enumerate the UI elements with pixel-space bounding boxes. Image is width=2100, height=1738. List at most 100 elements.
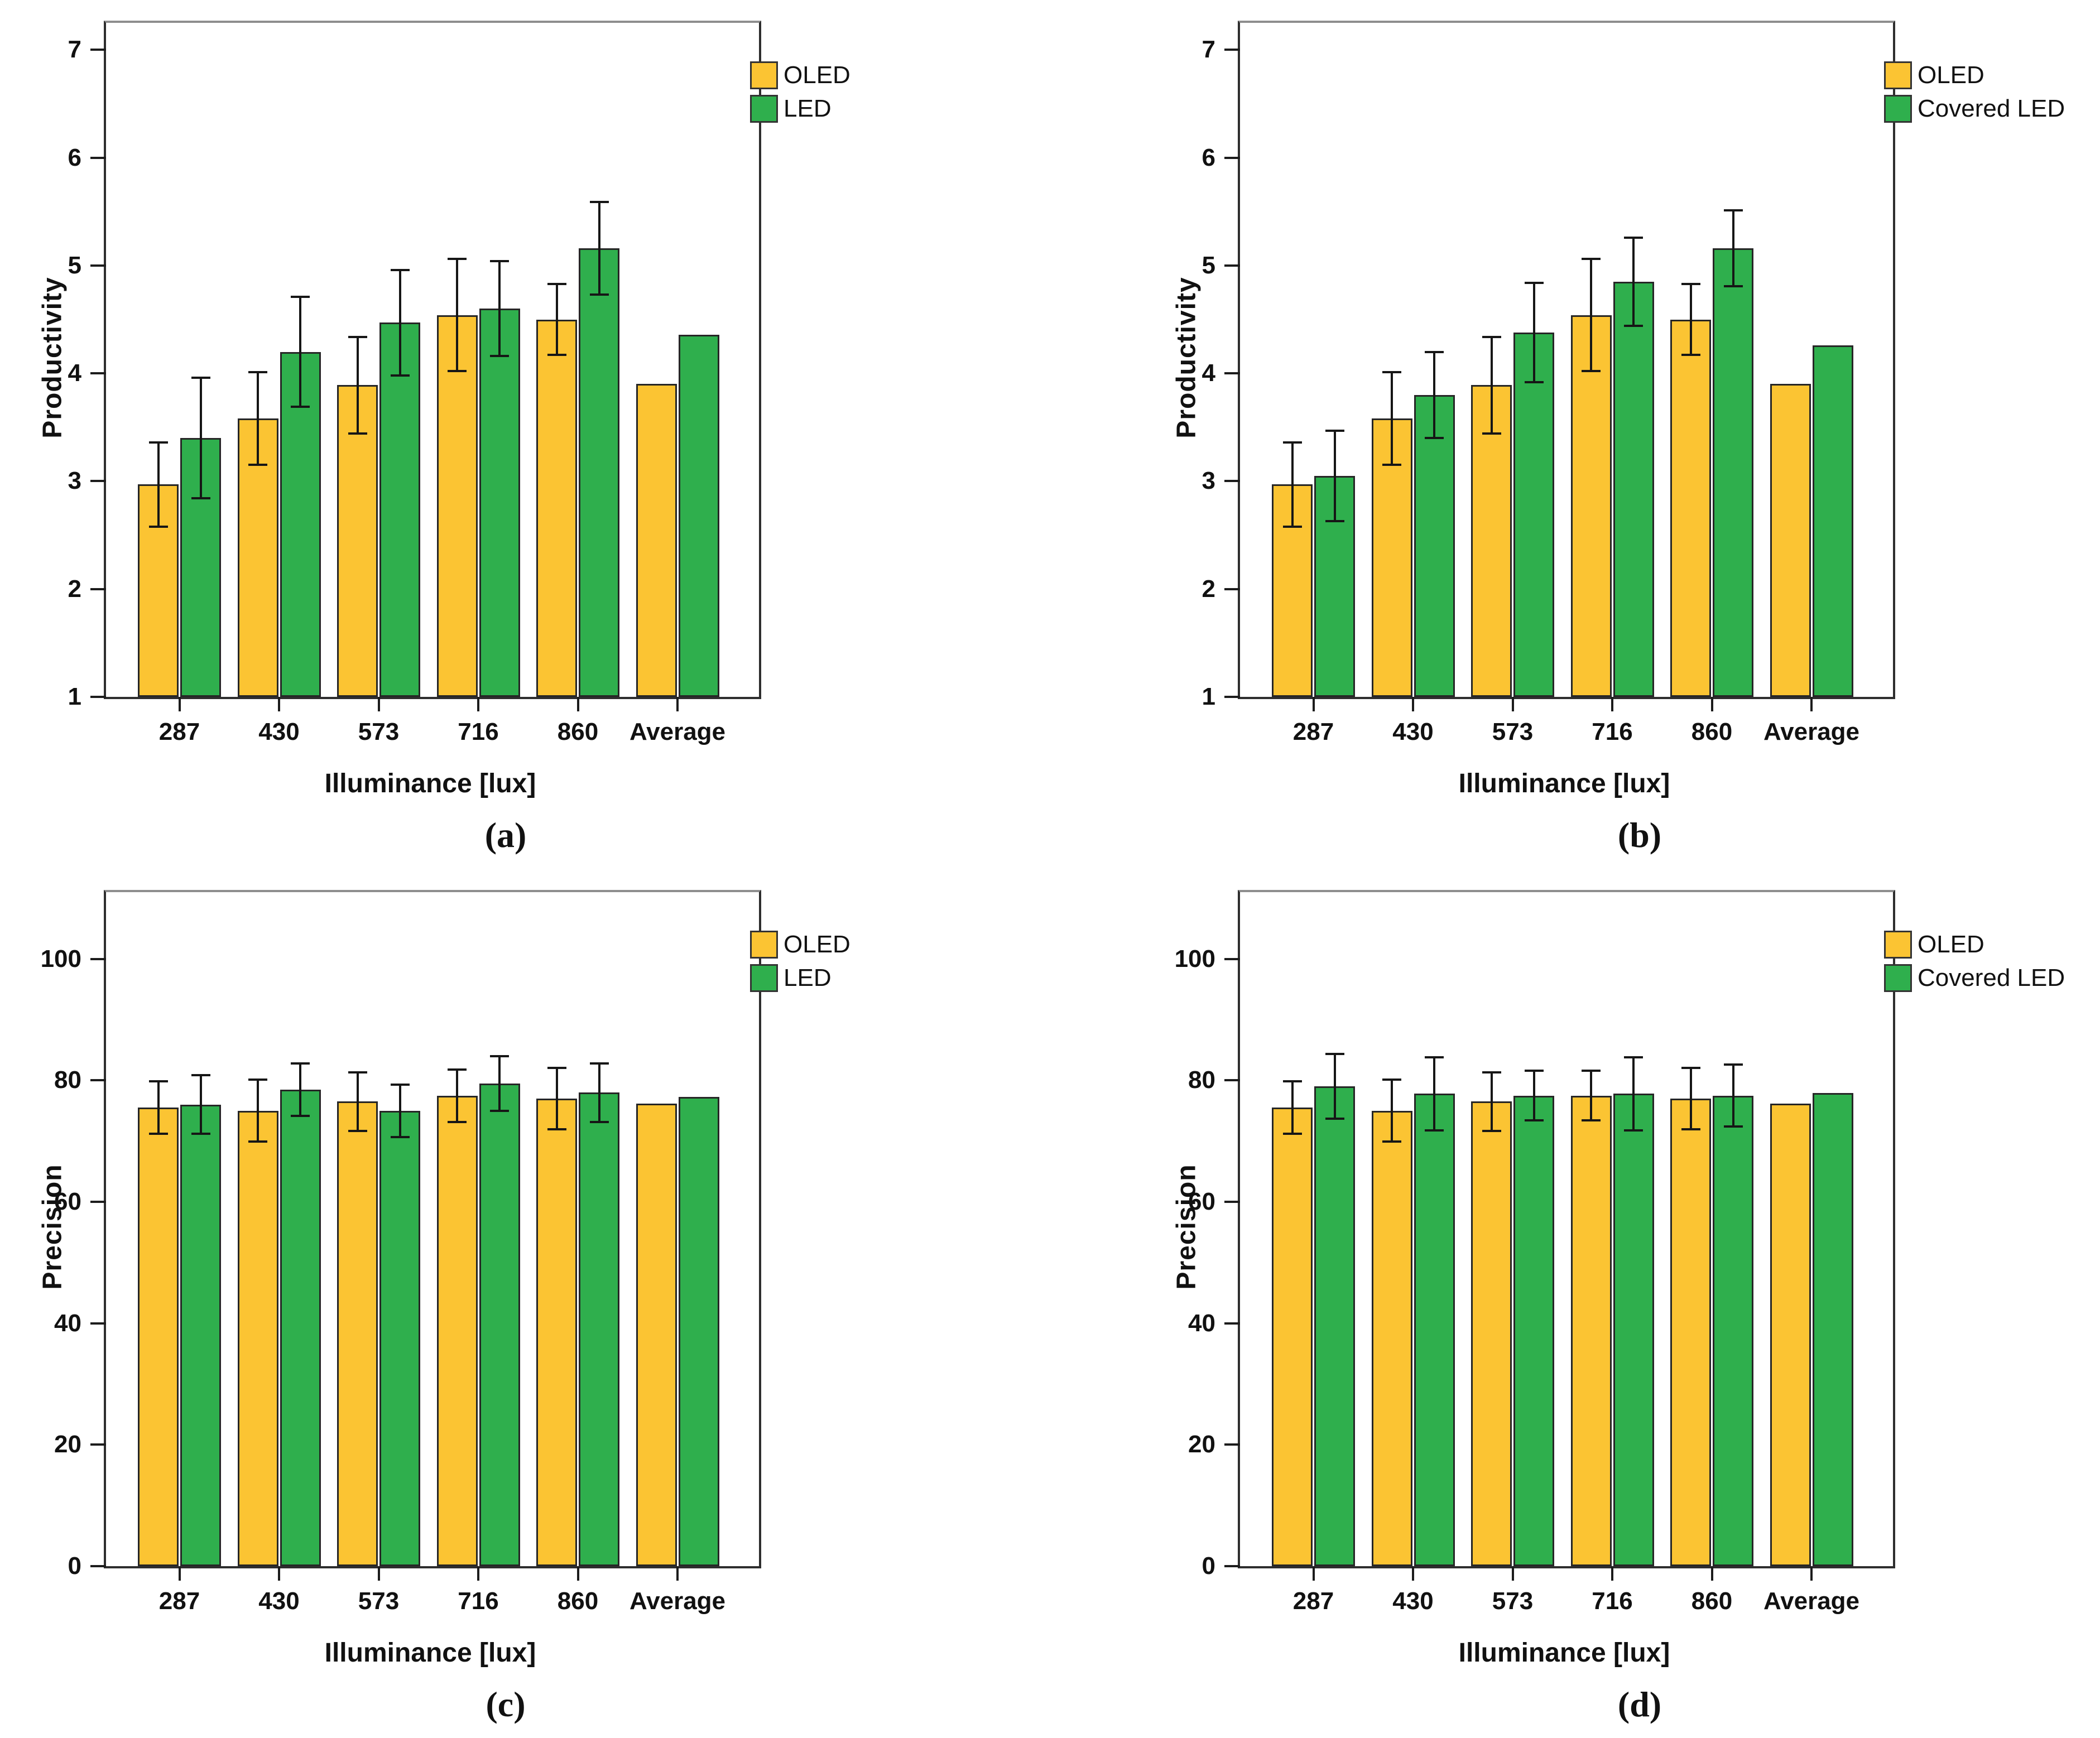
- error-bar-cap-top: [448, 1068, 467, 1071]
- error-bar-cap-bottom: [547, 1128, 566, 1130]
- bar-oled: [1670, 319, 1711, 697]
- legend: OLED LED: [750, 61, 850, 128]
- error-bar-stem: [299, 1062, 301, 1117]
- x-tick-mark: [178, 1566, 181, 1581]
- error-bar-cap-bottom: [1723, 1125, 1743, 1128]
- y-tick-mark: [90, 1079, 106, 1082]
- y-tick-label: 3: [68, 467, 81, 495]
- error-bar: [1282, 441, 1302, 528]
- error-bar-cap-bottom: [1524, 381, 1544, 383]
- error-bar-cap-bottom: [348, 432, 367, 435]
- y-tick-label: 1: [68, 683, 81, 710]
- error-bar-stem: [1532, 1069, 1535, 1122]
- error-bar: [148, 1080, 168, 1135]
- legend-label: Covered LED: [1918, 94, 2065, 122]
- x-tick-label: Average: [629, 1587, 726, 1615]
- error-bar-cap-bottom: [490, 1109, 509, 1112]
- error-bar-stem: [1490, 335, 1493, 435]
- plot-area: 100 80 60 40 20 0 287 430 573 716 860 Average: [1175, 890, 1895, 1615]
- error-bar-stem: [598, 200, 600, 296]
- error-bar-stem: [1590, 1069, 1592, 1122]
- x-tick-mark: [676, 697, 679, 711]
- x-axis-label: Illuminance [lux]: [324, 769, 536, 798]
- error-bar: [1723, 1063, 1743, 1128]
- x-tick-mark: [178, 697, 181, 711]
- y-tick-label: 2: [1202, 575, 1215, 603]
- error-bar: [390, 268, 410, 377]
- chart-b-productivity-oled-vs-covered-led: Productivity 7 6 5 4 3 2 1 287 430 573 716 860 Avera…: [1154, 7, 2100, 869]
- legend-label: LED: [784, 964, 832, 991]
- y-tick-mark: [90, 1443, 106, 1446]
- x-tick-label: 573: [358, 718, 400, 745]
- x-tick-label: 430: [258, 718, 300, 745]
- error-bar-cap-top: [1482, 335, 1501, 338]
- x-tick-mark: [1312, 1566, 1315, 1581]
- legend-label: OLED: [1918, 61, 1984, 89]
- subfigure-caption: (a): [484, 815, 527, 855]
- error-bar: [1382, 371, 1401, 466]
- x-tick-label: Average: [1763, 1587, 1860, 1615]
- x-tick-label: 430: [1392, 1587, 1434, 1615]
- legend-item: Covered LED: [1884, 95, 2065, 123]
- plot-area: 100 80 60 40 20 0 287 430 573 716 860 Average: [41, 890, 761, 1615]
- error-bar-stem: [157, 1080, 160, 1135]
- legend-item: Covered LED: [1884, 964, 2065, 992]
- y-tick-mark: [1224, 1443, 1240, 1446]
- y-tick-mark: [90, 1565, 106, 1567]
- error-bar-stem: [356, 335, 359, 435]
- bar-covered-led: [1713, 1095, 1753, 1566]
- bar-oled: [337, 385, 378, 697]
- error-bar-stem: [1590, 258, 1592, 373]
- error-bar: [448, 258, 467, 373]
- error-bar-stem: [1689, 1067, 1692, 1130]
- x-tick-label: 573: [1492, 718, 1534, 745]
- error-bar: [1325, 429, 1344, 522]
- error-bar: [1425, 350, 1444, 440]
- error-bar: [1723, 209, 1743, 287]
- error-bar: [248, 1079, 267, 1143]
- error-bar-cap-bottom: [1282, 525, 1302, 528]
- error-bar-cap-bottom: [1582, 370, 1601, 373]
- error-bar-stem: [1433, 350, 1435, 440]
- x-tick-mark: [1412, 1566, 1414, 1581]
- bar-oled: [1272, 1108, 1313, 1566]
- y-tick-mark: [1224, 49, 1240, 51]
- legend-swatch-oled: [750, 61, 778, 89]
- y-tick-mark: [1224, 480, 1240, 483]
- x-axis-label: Illuminance [lux]: [1458, 769, 1670, 798]
- bar-oled: [436, 315, 478, 697]
- x-tick-mark: [1710, 697, 1713, 711]
- legend-label: LED: [784, 94, 832, 122]
- y-tick-mark: [1224, 696, 1240, 698]
- y-axis-label: Precision: [1171, 1164, 1202, 1290]
- y-tick-mark: [90, 588, 106, 590]
- error-bar: [1425, 1056, 1444, 1132]
- error-bar-cap-bottom: [390, 1135, 410, 1138]
- x-tick-mark: [1611, 697, 1613, 711]
- error-bar-cap-bottom: [1681, 354, 1700, 357]
- error-bar-stem: [1291, 1080, 1294, 1135]
- error-bar-stem: [199, 1074, 202, 1135]
- error-bar-stem: [398, 1083, 401, 1138]
- error-bar-cap-bottom: [589, 293, 609, 296]
- legend: OLED Covered LED: [1884, 61, 2065, 128]
- y-tick-label: 7: [68, 36, 81, 64]
- error-bar-cap-bottom: [1425, 437, 1444, 440]
- x-tick-label: 287: [1292, 1587, 1334, 1615]
- error-bar: [1524, 281, 1544, 383]
- bar-covered-led: [1513, 1095, 1554, 1566]
- y-tick-label: 20: [1188, 1431, 1215, 1458]
- error-bar-cap-top: [291, 1062, 310, 1065]
- error-bar: [390, 1083, 410, 1138]
- error-bar-cap-bottom: [1382, 464, 1401, 466]
- error-bar-stem: [1732, 1063, 1734, 1128]
- x-tick-mark: [1412, 697, 1414, 711]
- error-bar-cap-top: [291, 295, 310, 298]
- error-bar: [348, 1071, 367, 1132]
- error-bar-cap-top: [390, 268, 410, 271]
- bar-led: [678, 334, 719, 697]
- error-bar-stem: [1689, 282, 1692, 357]
- error-bar-cap-top: [348, 1071, 367, 1074]
- error-bar-cap-bottom: [1624, 1129, 1643, 1132]
- error-bar-cap-bottom: [547, 354, 566, 357]
